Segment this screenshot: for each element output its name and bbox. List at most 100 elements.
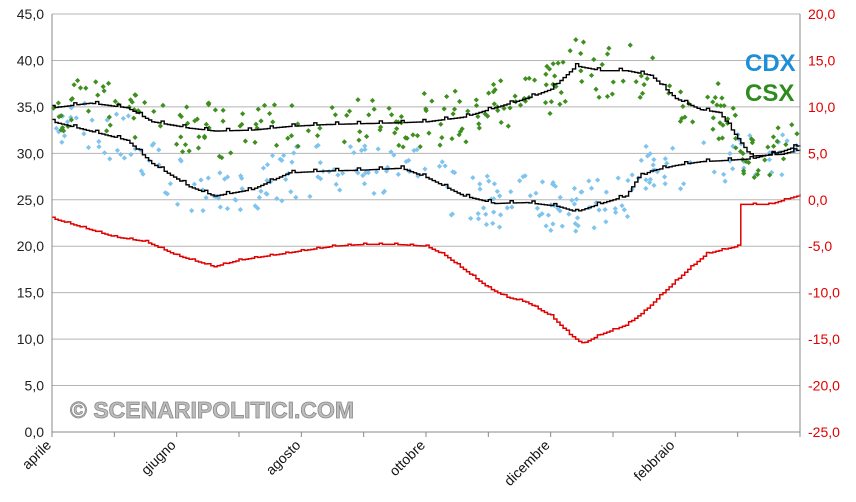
axes <box>51 14 801 437</box>
cdx-point <box>258 188 264 194</box>
cdx-point <box>701 140 707 146</box>
csx-point <box>604 93 611 100</box>
cdx-point <box>391 152 397 158</box>
csx-point <box>710 126 716 132</box>
cdx-point <box>414 146 420 153</box>
csx-point <box>355 97 361 103</box>
csx-trend-line <box>52 63 801 157</box>
csx-point <box>270 119 276 125</box>
csx-point <box>770 134 777 140</box>
cdx-point <box>205 175 211 181</box>
right-tick-label: 15,0 <box>808 52 835 68</box>
cdx-point <box>61 133 68 139</box>
legend-cdx: CDX <box>745 50 796 77</box>
cdx-point <box>239 186 245 192</box>
cdx-point <box>470 175 476 181</box>
csx-point <box>459 126 465 132</box>
csx-point <box>394 126 400 132</box>
cdx-point <box>281 152 287 159</box>
csx-point <box>476 121 482 127</box>
csx-point <box>482 111 488 117</box>
cdx-point <box>670 145 676 151</box>
csx-point <box>386 105 392 111</box>
cdx-point <box>85 144 92 151</box>
csx-point <box>173 141 180 147</box>
cdx-point <box>484 173 490 179</box>
left-tick-label: 15,0 <box>17 285 44 301</box>
csx-point <box>151 108 157 115</box>
csx-point <box>560 59 566 65</box>
csx-point <box>578 50 584 57</box>
csx-point <box>196 134 202 140</box>
right-tick-label: 0,0 <box>808 192 828 208</box>
csx-point <box>552 73 558 79</box>
cdx-point <box>89 117 95 123</box>
csx-point <box>762 157 768 163</box>
csx-point <box>132 134 138 140</box>
csx-point <box>714 102 720 108</box>
csx-point <box>548 99 555 105</box>
cdx-point <box>780 132 786 138</box>
csx-point <box>783 141 789 148</box>
cdx-point <box>347 144 354 150</box>
csx-point <box>186 148 192 154</box>
cdx-point <box>643 177 649 183</box>
cdx-point <box>595 177 601 183</box>
cdx-point <box>624 213 631 220</box>
csx-point <box>344 112 350 118</box>
csx-point <box>710 99 716 105</box>
cdx-point <box>491 196 497 202</box>
csx-point <box>369 97 376 104</box>
cdx-point <box>442 163 448 169</box>
left-tick-label: 10,0 <box>17 331 44 347</box>
cdx-point <box>619 203 625 209</box>
cdx-point <box>677 186 684 192</box>
csx-point <box>710 115 716 121</box>
cdx-point <box>571 185 578 191</box>
x-axis-ticks: aprile giugno agosto ottobre dicembre febbrai… <box>19 437 678 489</box>
cdx-point <box>274 195 280 202</box>
cdx-point <box>486 178 492 184</box>
csx-point <box>465 108 471 114</box>
csx-point <box>160 102 166 108</box>
csx-point <box>456 132 462 138</box>
csx-point <box>100 84 106 90</box>
cdx-point <box>727 150 733 157</box>
csx-point <box>498 119 504 126</box>
left-tick-label: 35,0 <box>17 99 44 115</box>
csx-point <box>450 111 456 117</box>
cdx-point <box>477 181 483 187</box>
cdx-point <box>483 221 490 228</box>
cdx-point <box>422 166 428 172</box>
csx-point <box>295 121 301 127</box>
csx-point <box>501 105 507 112</box>
right-tick-label: 20,0 <box>808 6 835 22</box>
cdx-point <box>375 146 381 152</box>
csx-point <box>388 112 395 118</box>
csx-point <box>85 108 92 114</box>
csx-point <box>712 94 718 101</box>
csx-point <box>142 99 148 106</box>
cdx-point <box>557 208 563 214</box>
csx-point <box>741 170 747 177</box>
cdx-point <box>362 146 368 153</box>
csx-point <box>441 106 447 112</box>
cdx-point <box>335 172 341 178</box>
csx-point <box>346 108 353 114</box>
cdx-point <box>114 147 121 154</box>
csx-point <box>475 113 481 120</box>
csx-point <box>203 121 209 127</box>
csx-point <box>588 72 595 79</box>
cdx-point <box>355 170 361 176</box>
cdx-point <box>769 169 775 175</box>
cdx-point <box>509 204 515 210</box>
cdx-point <box>64 119 71 125</box>
csx-point <box>680 103 686 109</box>
csx-point <box>765 144 771 150</box>
csx-point <box>543 71 549 77</box>
left-tick-label: 5,0 <box>25 378 45 394</box>
cdx-point <box>118 151 124 158</box>
cdx-point <box>647 176 654 183</box>
cdx-point <box>625 177 631 184</box>
cdx-point <box>615 175 621 181</box>
